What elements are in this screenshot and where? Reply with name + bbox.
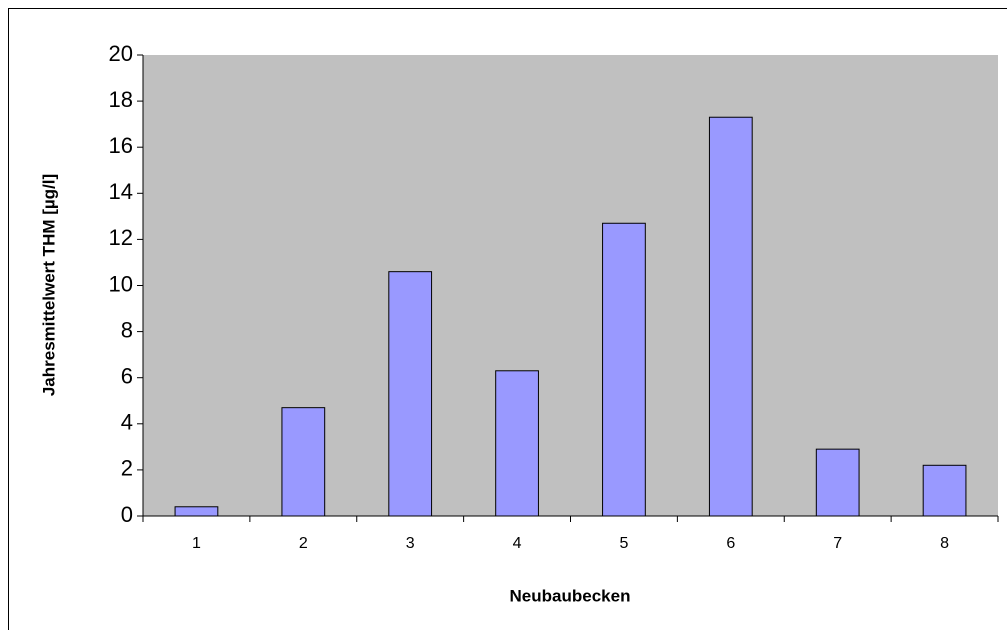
bar [388,271,433,517]
y-tick-label: 10 [109,271,133,296]
bar [602,222,646,517]
y-tick-label: 18 [109,87,133,112]
y-tick-label: 12 [109,225,133,250]
y-tick-label: 20 [109,41,133,66]
bar [281,407,326,517]
y-axis-title: Jahresmittelwert THM [µg/l] [39,174,58,396]
x-tick-label: 2 [299,535,308,552]
bar [922,464,967,517]
bar [708,116,753,517]
y-tick-label: 8 [121,317,133,342]
x-tick-label: 1 [192,535,201,552]
y-tick-label: 14 [109,179,133,204]
y-tick-label: 0 [121,502,133,527]
x-axis-title: Neubaubecken [510,586,631,605]
y-tick-label: 2 [121,456,133,481]
x-tick-label: 7 [833,535,842,552]
bar [495,370,539,517]
x-tick-label: 5 [619,535,628,552]
x-tick-label: 8 [940,535,949,552]
x-tick-label: 6 [726,535,735,552]
x-tick-label: 4 [513,535,522,552]
plot-area [143,55,998,516]
y-tick-label: 4 [121,410,133,435]
x-tick-label: 3 [406,535,415,552]
y-tick-label: 16 [109,133,133,158]
bar [815,448,860,517]
y-tick-label: 6 [121,364,133,389]
bar [174,506,219,517]
